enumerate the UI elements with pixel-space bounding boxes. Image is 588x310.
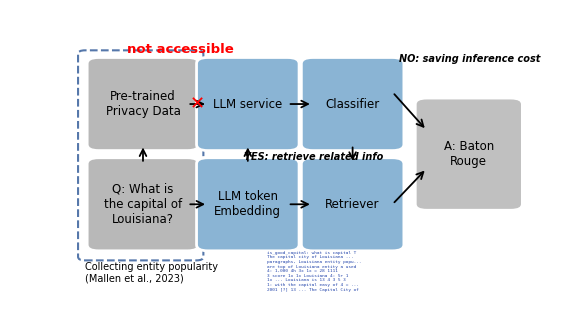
FancyBboxPatch shape [302,57,404,151]
Text: Q: What is
the capital of
Louisiana?: Q: What is the capital of Louisiana? [104,183,182,226]
Text: Classifier: Classifier [326,98,380,111]
FancyBboxPatch shape [415,98,522,210]
Text: LLM service: LLM service [213,98,282,111]
Text: YES: retrieve related info: YES: retrieve related info [245,152,384,162]
FancyBboxPatch shape [196,158,299,251]
FancyBboxPatch shape [302,158,404,251]
FancyBboxPatch shape [196,57,299,151]
FancyBboxPatch shape [87,158,199,251]
Text: not accessible: not accessible [127,43,234,56]
Text: LLM token
Embedding: LLM token Embedding [214,190,281,218]
Text: ✕: ✕ [190,95,205,113]
Text: Pre-trained
Privacy Data: Pre-trained Privacy Data [106,90,181,118]
Text: is_good_capital: what is capital T
The capital city of Louisiana ...
paragraphs,: is_good_capital: what is capital T The c… [267,251,362,292]
Text: NO: saving inference cost: NO: saving inference cost [399,54,541,64]
Text: Collecting entity popularity
(Mallen et al., 2023): Collecting entity popularity (Mallen et … [85,262,218,283]
Text: A: Baton
Rouge: A: Baton Rouge [444,140,494,168]
Text: Retriever: Retriever [325,198,380,211]
FancyBboxPatch shape [87,57,199,151]
